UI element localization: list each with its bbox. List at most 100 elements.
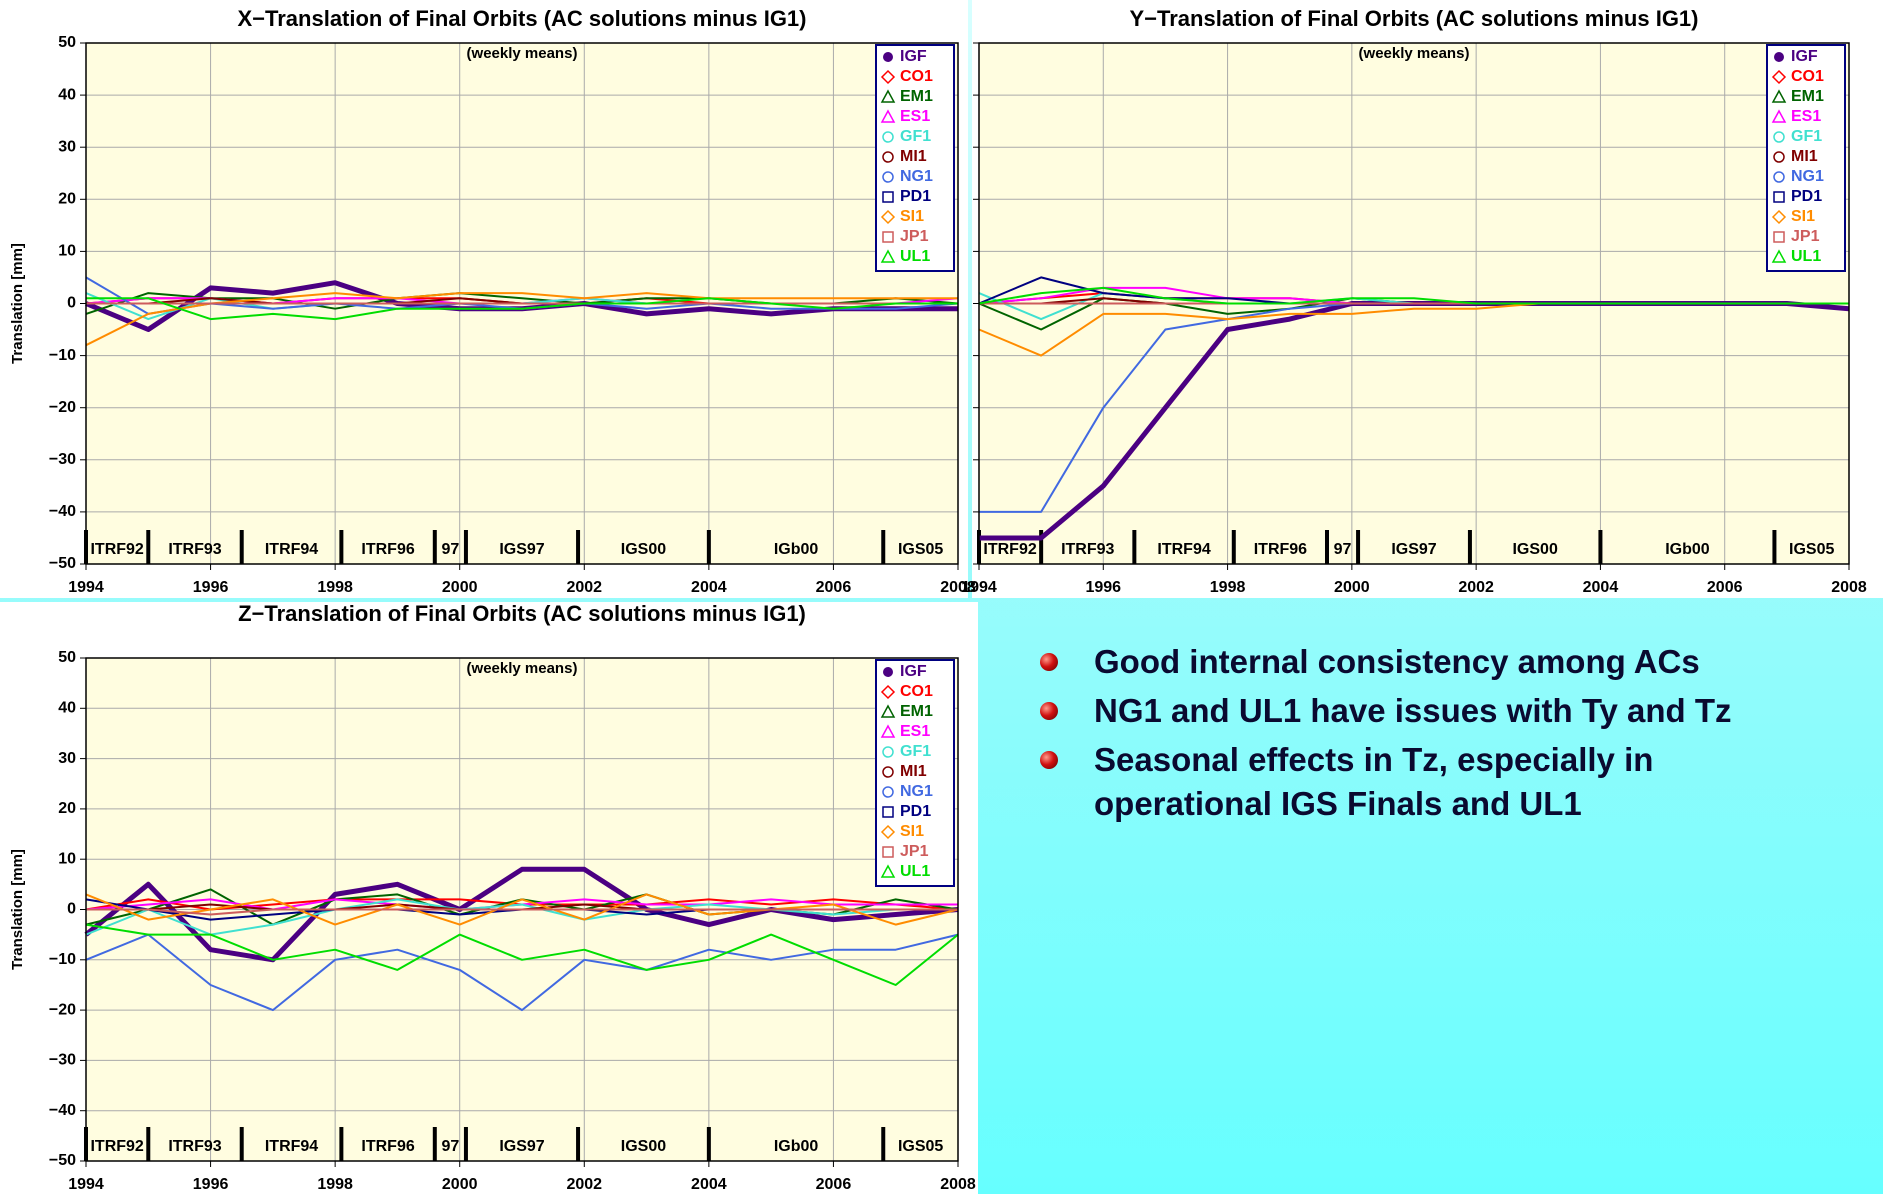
frame-label: IGS97 — [499, 1138, 544, 1155]
legend-marker — [1773, 231, 1785, 243]
frame-label: IGS05 — [898, 541, 943, 558]
plot-frame — [85, 42, 959, 565]
y-tick-label: 40 — [58, 700, 76, 717]
legend-label: CO1 — [900, 683, 933, 700]
frame-label: ITRF94 — [1157, 541, 1210, 558]
x-tick-label: 2002 — [566, 579, 602, 596]
legend-marker — [1773, 151, 1785, 163]
legend-marker — [882, 151, 894, 163]
legend-marker — [880, 109, 896, 123]
legend-label: MI1 — [900, 763, 927, 780]
y-tick-label: 0 — [67, 295, 76, 312]
legend-marker — [1773, 191, 1785, 203]
x-tick-label: 2008 — [940, 1176, 976, 1193]
y-tick-label: −20 — [49, 399, 76, 416]
x-tick-label: 2002 — [1458, 579, 1494, 596]
y-tick-label: 50 — [58, 649, 76, 666]
legend-label: CO1 — [1791, 68, 1824, 85]
y-tick-label: −30 — [49, 451, 76, 468]
legend-marker — [1771, 249, 1787, 263]
x-tick-label: 2004 — [1583, 579, 1619, 596]
legend-label: JP1 — [1791, 228, 1820, 245]
bullet-list: Good internal consistency among ACs NG1 … — [1040, 640, 1800, 831]
x-tick-label: 2008 — [940, 579, 976, 596]
legend-marker — [882, 766, 894, 778]
bullet: Good internal consistency among ACs — [1040, 640, 1800, 684]
y-tick-label: 10 — [58, 850, 76, 867]
x-tick-label: 2006 — [1707, 579, 1743, 596]
x-tick-label: 1998 — [317, 1176, 353, 1193]
legend-marker — [1773, 171, 1785, 183]
frame-label: ITRF92 — [983, 541, 1036, 558]
x-tick-label: 2004 — [691, 1176, 727, 1193]
legend-label: NG1 — [1791, 168, 1824, 185]
legend-label: UL1 — [900, 248, 930, 265]
y-tick-label: −40 — [49, 1102, 76, 1119]
chart-subtitle: (weekly means) — [467, 660, 578, 677]
frame-label: IGS05 — [898, 1138, 943, 1155]
legend-marker — [1771, 69, 1787, 85]
x-tick-label: 2000 — [442, 1176, 478, 1193]
legend-label: UL1 — [900, 863, 930, 880]
x-tick-label: 1996 — [193, 579, 229, 596]
series-line — [85, 898, 958, 936]
y-tick-label: 30 — [58, 138, 76, 155]
bullet-text: Good internal consistency among ACs — [1094, 643, 1700, 680]
legend-marker — [880, 724, 896, 738]
x-tick-label: 2004 — [691, 579, 727, 596]
series-line — [86, 297, 958, 321]
legend-label: JP1 — [900, 228, 929, 245]
frame-label: IGS05 — [1789, 541, 1834, 558]
bullet-text: Seasonal effects in Tz, especially in op… — [1094, 741, 1654, 822]
plot-frame — [85, 657, 959, 1162]
legend-marker — [883, 52, 893, 62]
frame-label: 97 — [1334, 541, 1352, 558]
series-line — [85, 292, 958, 347]
legend-marker — [880, 684, 896, 700]
x-tick-label: 1994 — [68, 1176, 104, 1193]
legend-label: EM1 — [1791, 88, 1824, 105]
bullet-icon — [1040, 702, 1058, 720]
y-tick-label: 30 — [58, 750, 76, 767]
series-line — [978, 286, 1849, 305]
legend-marker — [1774, 52, 1784, 62]
y-axis-label: Translation [mm] — [9, 849, 26, 970]
legend-marker — [882, 131, 894, 143]
legend-marker — [1771, 109, 1787, 123]
legend-label: JP1 — [900, 843, 929, 860]
chart-subtitle: (weekly means) — [467, 45, 578, 62]
frame-label: IGS00 — [621, 1138, 666, 1155]
frame-label: IGS97 — [499, 541, 544, 558]
legend-label: CO1 — [900, 68, 933, 85]
series-line — [86, 908, 958, 916]
y-tick-label: 40 — [58, 86, 76, 103]
legend-label: NG1 — [900, 168, 933, 185]
legend-label: MI1 — [1791, 148, 1818, 165]
y-tick-label: 50 — [58, 34, 76, 51]
x-tick-label: 1998 — [317, 579, 353, 596]
chart-title: Z−Translation of Final Orbits (AC soluti… — [238, 601, 806, 626]
x-tick-label: 1998 — [1210, 579, 1246, 596]
y-tick-label: 0 — [67, 901, 76, 918]
x-tick-label: 2000 — [442, 579, 478, 596]
frame-label: ITRF96 — [1254, 541, 1307, 558]
legend-marker — [882, 231, 894, 243]
y-tick-label: −10 — [49, 347, 76, 364]
x-tick-label: 1996 — [193, 1176, 229, 1193]
legend-label: SI1 — [900, 208, 924, 225]
series-line — [85, 933, 959, 1012]
legend-marker — [882, 746, 894, 758]
legend-label: GF1 — [900, 128, 931, 145]
chart-title: Y−Translation of Final Orbits (AC soluti… — [1129, 6, 1698, 31]
chart-title: X−Translation of Final Orbits (AC soluti… — [237, 6, 806, 31]
frame-label: ITRF94 — [265, 541, 318, 558]
frame-label: IGS97 — [1391, 541, 1436, 558]
y-tick-label: 10 — [58, 243, 76, 260]
legend-label: NG1 — [900, 783, 933, 800]
legend-label: SI1 — [900, 823, 924, 840]
legend-marker — [1773, 131, 1785, 143]
y-tick-label: −30 — [49, 1052, 76, 1069]
y-tick-label: −20 — [49, 1001, 76, 1018]
bullet-icon — [1040, 751, 1058, 769]
